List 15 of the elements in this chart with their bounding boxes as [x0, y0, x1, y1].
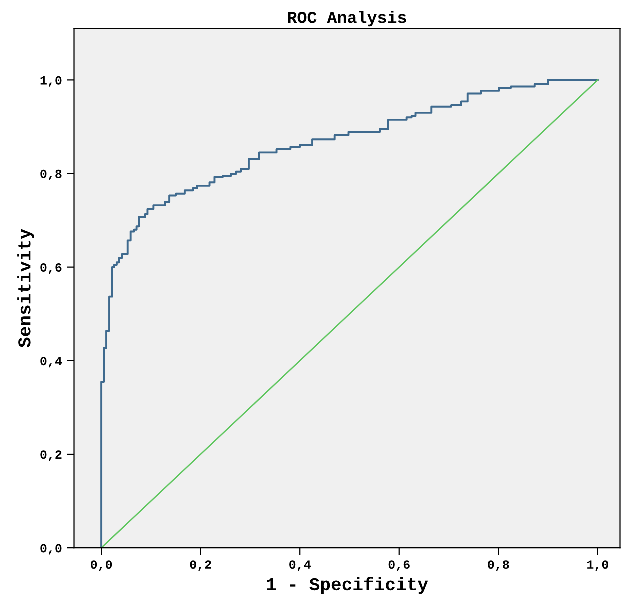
y-tick-label: 1,0: [40, 76, 62, 87]
x-tick-label: 0,2: [190, 560, 212, 572]
y-tick-label: 0,6: [40, 264, 62, 274]
y-tick-label: 0,8: [40, 170, 62, 181]
y-tick-label: 0,4: [40, 357, 62, 368]
x-tick-label: 0,0: [91, 560, 112, 572]
x-tick-label: 0,8: [488, 560, 510, 572]
y-axis-title: Sensitivity: [18, 229, 34, 348]
y-tick-label: 0,0: [40, 544, 62, 555]
x-tick-label: 0,4: [290, 560, 311, 572]
y-tick-label: 0,2: [40, 450, 62, 462]
x-tick-label: 1,0: [588, 560, 608, 572]
chart-title: ROC Analysis: [288, 11, 406, 27]
x-axis-title: 1 - Specificity: [267, 577, 428, 594]
x-tick-label: 0,6: [388, 560, 410, 572]
